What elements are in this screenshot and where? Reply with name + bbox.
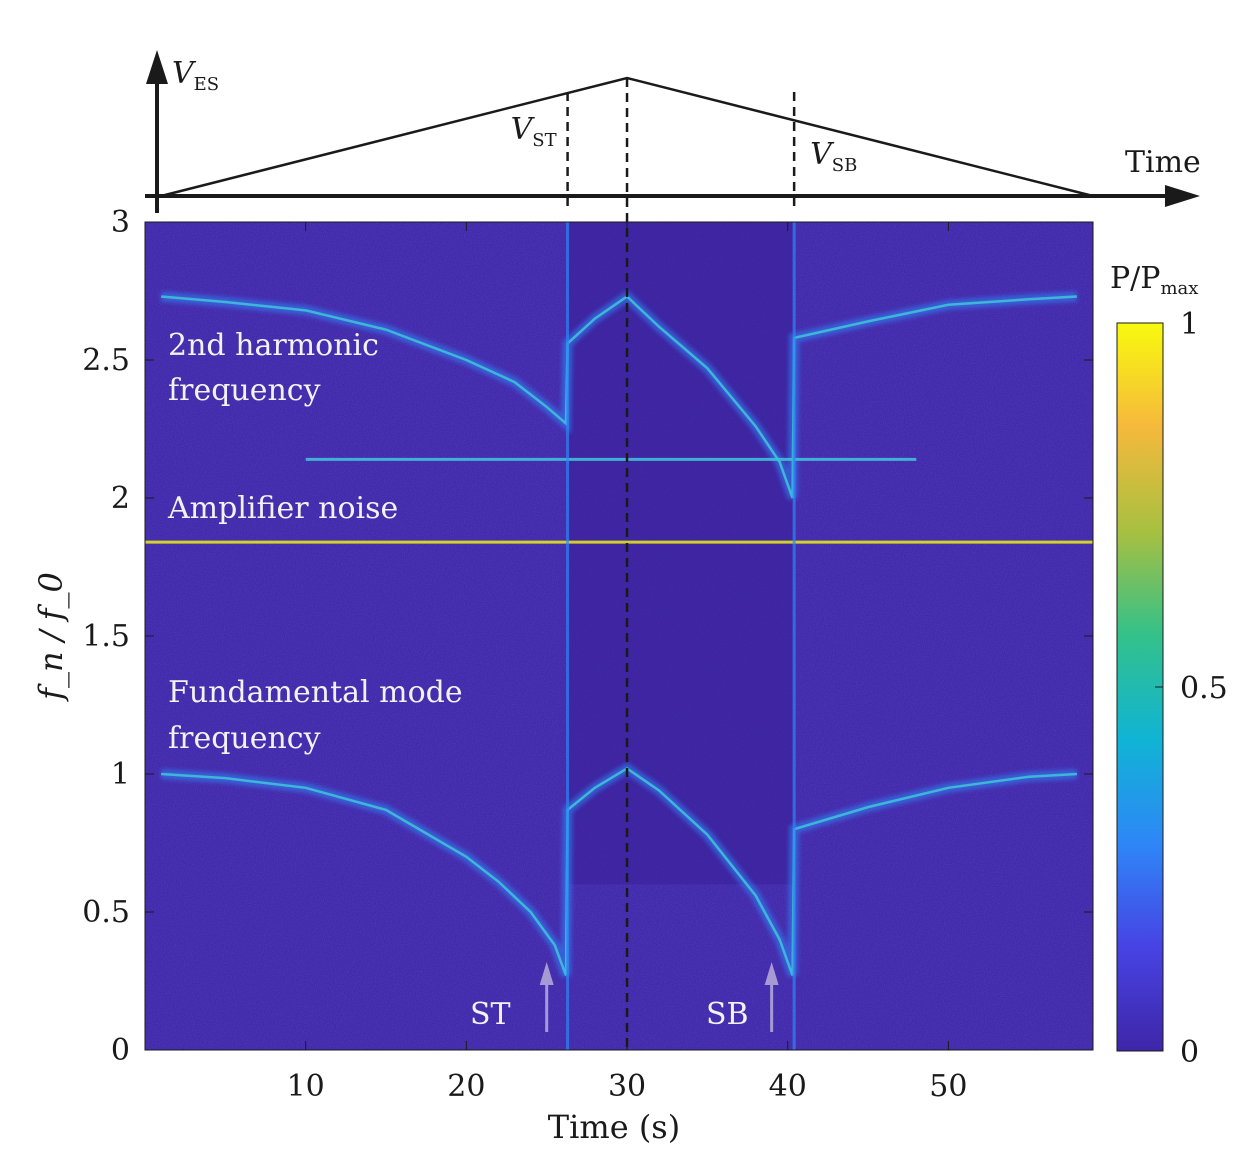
y-tick-label: 0.5 [82,895,130,930]
upper-dark-band [567,222,795,885]
colorbar-label-sub: max [1160,278,1198,299]
sb-arrow-icon [764,962,779,1032]
dashed-markers [566,78,796,1050]
colorbar-tick-label: 0 [1180,1035,1199,1070]
ves-symbol: V [172,56,197,91]
vst-symbol: V [511,112,536,147]
series-0 [160,762,1078,978]
annotation-sb: SB [706,997,749,1032]
y-tick-label: 3 [111,205,130,240]
annotation-amplifier-noise: Amplifier noise [167,491,398,526]
y-tick-label: 1.5 [82,619,130,654]
x-ticks: 10 20 30 40 50 [287,222,967,1104]
x-tick-label: 10 [287,1069,325,1104]
y-tick-label: 2 [111,481,130,516]
annotation-2nd-harmonic-line2: frequency [168,373,321,408]
y-tick-label: 0 [111,1033,130,1068]
right-arrow-icon [1165,185,1200,207]
series-0-line [160,766,1078,976]
vsb-subscript: SB [832,155,858,176]
arrow-head [764,962,779,985]
vst-subscript: ST [532,130,556,151]
ves-subscript: ES [194,74,219,95]
vst-label: VST [511,112,557,151]
annotation-fundamental: Fundamental mode [168,675,463,710]
x-axis-label: Time (s) [548,1108,680,1146]
colorbar-tick-label: 1 [1180,307,1199,342]
vsb-symbol: V [810,137,835,172]
ves-axis-label: VES [172,56,219,95]
up-arrow-icon [146,50,168,84]
annotation-fundamental-line2: frequency [168,721,321,756]
x-tick-label: 50 [929,1069,967,1104]
colorbar-tick-label: 0.5 [1180,671,1228,706]
y-ticks: 0 0.5 1 1.5 2 2.5 3 [82,205,1093,1068]
colorbar-label: P/Pmax [1110,261,1198,299]
y-axis-label: f_n / f_0 [32,572,70,702]
y-tick-label: 2.5 [82,343,130,378]
colorbar-ticks: 00.51 [1155,307,1228,1070]
y-tick-label: 1 [111,757,130,792]
colorbar: 00.51 P/Pmax [1110,261,1228,1070]
spectrogram-plot: 10 20 30 40 50 0 0.5 1 1.5 2 2.5 3 2nd harmonic fr… [32,78,1094,1146]
x-tick-label: 40 [769,1069,807,1104]
colorbar-label-main: P/P [1110,261,1160,296]
x-tick-label: 30 [608,1069,646,1104]
st-arrow-icon [539,962,554,1032]
annotation-2nd-harmonic: 2nd harmonic [168,328,379,363]
annotation-st: ST [470,997,511,1032]
voltage-profile: VES Time VST VSB [145,50,1201,213]
vsb-label: VSB [810,137,857,176]
time-axis-label: Time [1125,145,1201,180]
arrow-head [539,962,554,985]
x-tick-label: 20 [447,1069,485,1104]
